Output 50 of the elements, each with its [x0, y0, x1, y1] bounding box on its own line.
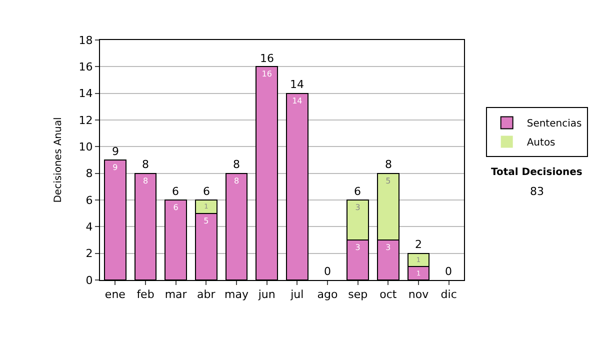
y-tick-label: 4 [86, 220, 93, 234]
legend-label: Sentencias [526, 118, 582, 130]
x-tick-label: may [224, 288, 249, 302]
total-label: 8 [142, 158, 149, 171]
total-label: 9 [112, 145, 119, 158]
y-tick-label: 16 [78, 60, 93, 74]
data-label: 5 [386, 176, 391, 186]
data-label: 16 [262, 70, 272, 79]
total-label: 6 [172, 185, 179, 198]
data-label: 8 [234, 176, 240, 186]
y-tick-label: 10 [78, 140, 93, 154]
x-tick-label: ene [104, 288, 126, 302]
x-tick-label: sep [348, 288, 368, 302]
legend-label: Autos [526, 138, 556, 149]
total-label: 0 [324, 265, 331, 278]
x-tick-label: jun [257, 288, 276, 302]
y-tick-label: 0 [86, 274, 93, 287]
x-tick-label: nov [408, 288, 430, 302]
data-label: 5 [204, 216, 209, 226]
y-tick-label: 14 [78, 87, 93, 100]
x-tick-label: mar [164, 288, 188, 302]
total-label: 16 [260, 52, 274, 65]
total-label: 2 [415, 238, 422, 251]
text: Total Decisiones [491, 167, 582, 178]
data-label: 3 [355, 243, 360, 252]
x-tick-label: abr [197, 288, 216, 302]
y-tick-label: 6 [86, 194, 93, 207]
y-tick-label: 8 [86, 167, 93, 180]
y-tick-label: 2 [86, 247, 93, 260]
total-label: 6 [203, 185, 210, 198]
data-label: 8 [142, 176, 148, 186]
x-tick-label: oct [380, 288, 398, 302]
total-label: 6 [354, 185, 361, 198]
data-label: 14 [292, 96, 302, 106]
y-tick-label: 18 [78, 34, 93, 47]
total-label: 8 [233, 158, 240, 171]
total-label: 8 [385, 158, 392, 171]
x-tick-label: dic [440, 288, 457, 302]
data-label: 3 [355, 203, 360, 212]
y-tick-label: 12 [78, 114, 93, 127]
data-label: 3 [386, 243, 391, 252]
text: 83 [530, 185, 544, 198]
x-tick-label: feb [136, 288, 154, 302]
data-label: 6 [173, 203, 178, 212]
y-axis-title: Decisiones Anual [52, 117, 64, 203]
x-tick-label: ago [317, 288, 338, 302]
total-label: 0 [445, 265, 452, 278]
data-label: 9 [112, 163, 118, 172]
x-tick-label: jul [290, 288, 304, 302]
total-label: 14 [290, 78, 304, 91]
